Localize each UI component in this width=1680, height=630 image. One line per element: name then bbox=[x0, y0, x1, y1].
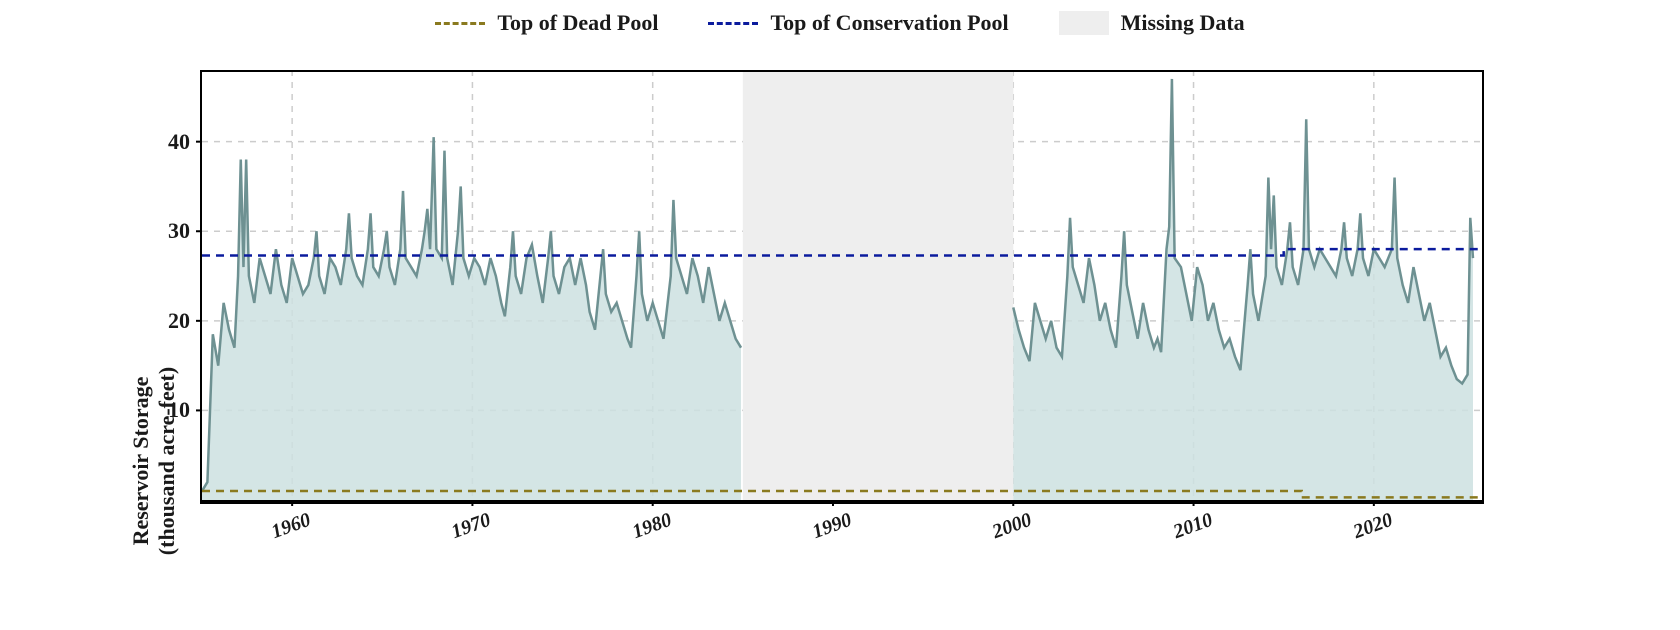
x-tick-label: 2010 bbox=[1170, 509, 1215, 544]
legend-swatch-conservation bbox=[708, 13, 758, 33]
block-icon bbox=[1059, 11, 1109, 35]
y-tick-label: 40 bbox=[168, 129, 190, 155]
x-tick-label: 2000 bbox=[990, 509, 1035, 544]
legend-item-conservation-pool: Top of Conservation Pool bbox=[708, 10, 1008, 36]
x-tick-label: 1960 bbox=[269, 509, 314, 544]
y-tick-label: 30 bbox=[168, 218, 190, 244]
plot-area bbox=[200, 70, 1482, 502]
plot-svg bbox=[202, 70, 1482, 500]
legend: Top of Dead Pool Top of Conservation Poo… bbox=[0, 10, 1680, 36]
y-tick-label: 20 bbox=[168, 308, 190, 334]
dash-icon bbox=[708, 22, 758, 25]
x-tick-label: 1970 bbox=[449, 509, 494, 544]
legend-label: Top of Conservation Pool bbox=[770, 10, 1008, 36]
legend-swatch-dead-pool bbox=[435, 13, 485, 33]
x-tick-label: 1990 bbox=[809, 509, 854, 544]
y-axis-label: Reservoir Storage (thousand acre-feet) bbox=[128, 311, 180, 611]
x-tick-label: 2020 bbox=[1350, 509, 1395, 544]
y-tick-label: 10 bbox=[168, 397, 190, 423]
x-tick-label: 1980 bbox=[629, 509, 674, 544]
ylabel-line2: (thousand acre-feet) bbox=[154, 311, 180, 611]
legend-item-dead-pool: Top of Dead Pool bbox=[435, 10, 658, 36]
legend-label: Top of Dead Pool bbox=[497, 10, 658, 36]
legend-label: Missing Data bbox=[1121, 10, 1245, 36]
ylabel-line1: Reservoir Storage bbox=[128, 311, 154, 611]
dash-icon bbox=[435, 22, 485, 25]
chart-container: Top of Dead Pool Top of Conservation Poo… bbox=[0, 0, 1680, 630]
legend-item-missing-data: Missing Data bbox=[1059, 10, 1245, 36]
